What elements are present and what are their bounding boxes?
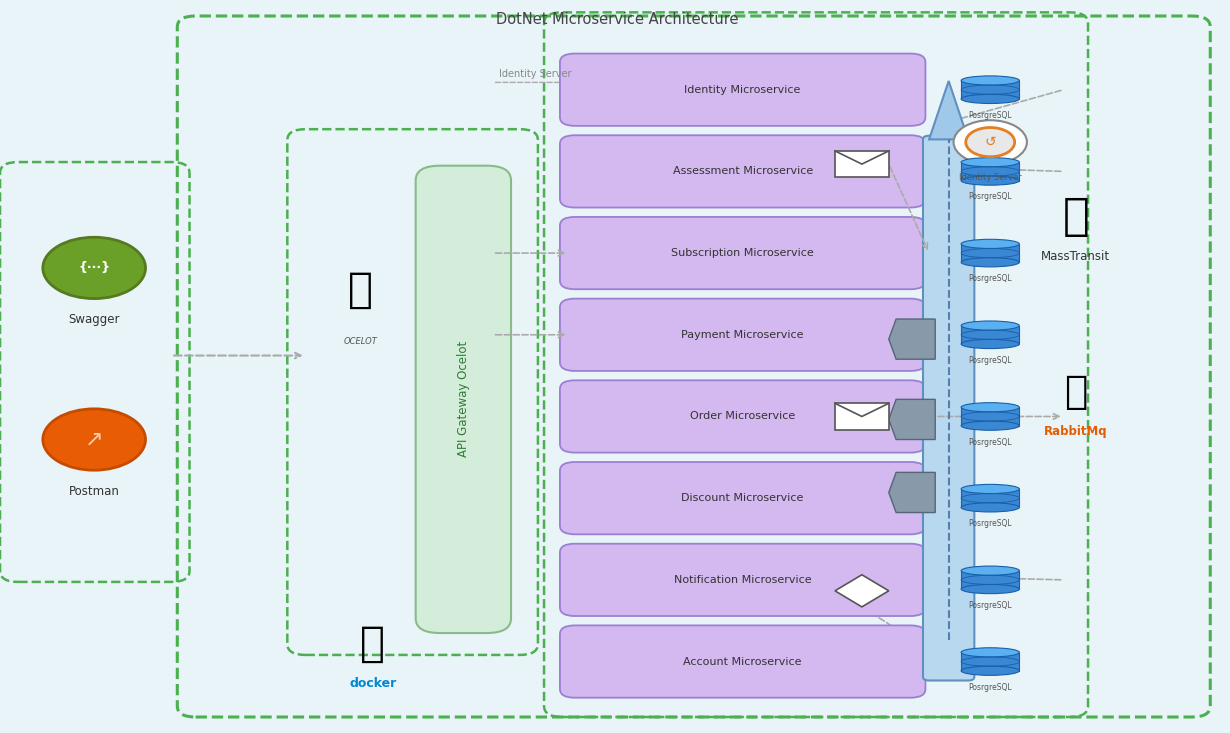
Text: Identity Server: Identity Server: [959, 173, 1022, 182]
Text: Assessment Microservice: Assessment Microservice: [673, 166, 813, 177]
Ellipse shape: [961, 584, 1020, 594]
Text: DotNet Microservice Architecture: DotNet Microservice Architecture: [496, 12, 739, 27]
Ellipse shape: [961, 503, 1020, 512]
Text: PosrgreSQL: PosrgreSQL: [968, 601, 1012, 610]
Text: Order Microservice: Order Microservice: [690, 411, 796, 421]
Ellipse shape: [961, 95, 1020, 103]
Text: Swagger: Swagger: [69, 313, 119, 326]
FancyBboxPatch shape: [560, 625, 925, 698]
FancyBboxPatch shape: [416, 166, 510, 633]
Polygon shape: [835, 403, 889, 430]
Circle shape: [43, 237, 145, 298]
Polygon shape: [889, 472, 935, 512]
Bar: [961, 408, 1020, 426]
Text: Identity Microservice: Identity Microservice: [685, 85, 801, 95]
Text: 🐳: 🐳: [360, 623, 385, 665]
Text: Subscription Microservice: Subscription Microservice: [672, 248, 814, 258]
Text: PosrgreSQL: PosrgreSQL: [968, 111, 1012, 119]
Ellipse shape: [961, 76, 1020, 85]
Bar: [961, 162, 1020, 180]
Text: PosrgreSQL: PosrgreSQL: [968, 438, 1012, 446]
Text: MassTransit: MassTransit: [1042, 250, 1111, 262]
Text: API Gateway Ocelot: API Gateway Ocelot: [456, 342, 470, 457]
Text: ↗: ↗: [85, 430, 103, 449]
Ellipse shape: [961, 648, 1020, 657]
FancyBboxPatch shape: [560, 298, 925, 371]
Text: Notification Microservice: Notification Microservice: [674, 575, 812, 585]
Text: Postman: Postman: [69, 485, 119, 498]
Ellipse shape: [961, 176, 1020, 185]
Ellipse shape: [961, 158, 1020, 167]
FancyBboxPatch shape: [560, 544, 925, 616]
Text: 🐇: 🐇: [1064, 373, 1087, 411]
Polygon shape: [889, 399, 935, 440]
Bar: [961, 325, 1020, 344]
Text: docker: docker: [349, 677, 396, 690]
Text: ↺: ↺: [984, 135, 996, 149]
Text: 🐈: 🐈: [348, 269, 373, 311]
Ellipse shape: [961, 239, 1020, 248]
Text: Account Microservice: Account Microservice: [684, 657, 802, 666]
FancyBboxPatch shape: [560, 136, 925, 207]
Polygon shape: [889, 319, 935, 359]
Ellipse shape: [961, 421, 1020, 430]
Text: PosrgreSQL: PosrgreSQL: [968, 193, 1012, 202]
Circle shape: [966, 128, 1015, 157]
Bar: [961, 489, 1020, 507]
Text: 🚛: 🚛: [1063, 195, 1090, 238]
FancyBboxPatch shape: [560, 380, 925, 452]
Bar: [961, 81, 1020, 99]
Text: Payment Microservice: Payment Microservice: [681, 330, 804, 340]
Bar: [961, 244, 1020, 262]
Bar: [961, 652, 1020, 671]
Ellipse shape: [961, 485, 1020, 493]
Circle shape: [953, 120, 1027, 164]
FancyBboxPatch shape: [560, 462, 925, 534]
Ellipse shape: [961, 321, 1020, 330]
Text: OCELOT: OCELOT: [343, 337, 378, 346]
Ellipse shape: [961, 666, 1020, 675]
Polygon shape: [929, 81, 968, 139]
Bar: [961, 571, 1020, 589]
Ellipse shape: [961, 566, 1020, 575]
Ellipse shape: [961, 402, 1020, 412]
Text: {···}: {···}: [79, 262, 111, 274]
Polygon shape: [835, 151, 889, 177]
Text: PosrgreSQL: PosrgreSQL: [968, 682, 1012, 692]
Text: RabbitMq: RabbitMq: [1044, 425, 1108, 438]
Polygon shape: [835, 575, 889, 607]
FancyBboxPatch shape: [560, 54, 925, 126]
Text: PosrgreSQL: PosrgreSQL: [968, 519, 1012, 528]
Text: PosrgreSQL: PosrgreSQL: [968, 274, 1012, 283]
FancyBboxPatch shape: [560, 217, 925, 290]
FancyBboxPatch shape: [922, 136, 974, 680]
Ellipse shape: [961, 339, 1020, 349]
Circle shape: [43, 409, 145, 470]
Text: PosrgreSQL: PosrgreSQL: [968, 356, 1012, 365]
Text: Identity Server: Identity Server: [499, 69, 571, 78]
Text: Discount Microservice: Discount Microservice: [681, 493, 804, 503]
Ellipse shape: [961, 258, 1020, 267]
